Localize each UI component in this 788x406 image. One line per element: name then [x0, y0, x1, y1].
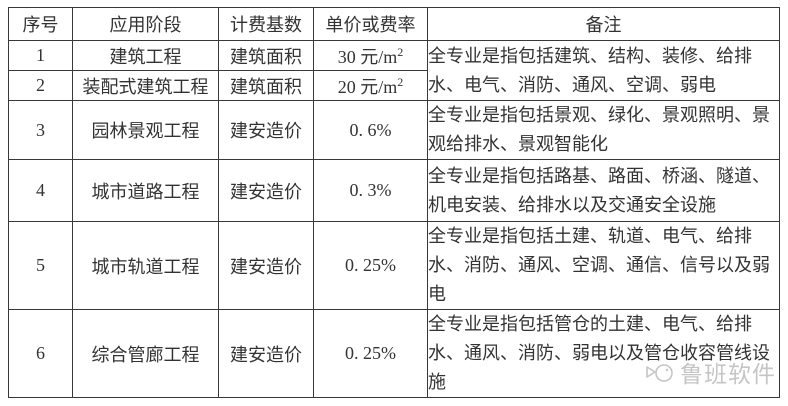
table-row: 6 综合管廊工程 建安造价 0. 25% 全专业是指包括管仓的土建、电气、给排水… [8, 309, 780, 398]
rate-cell: 0. 3% [313, 159, 428, 222]
remark-cell-merged: 全专业是指包括建筑、结构、装修、给排水、电气、消防、通风、空调、弱电 [427, 40, 780, 101]
base-cell: 建安造价 [218, 221, 314, 310]
table-header-row: 序号 应用阶段 计费基数 单价或费率 备注 [8, 7, 780, 41]
rate-cell: 0. 25% [313, 221, 428, 310]
serial-cell: 5 [8, 221, 73, 310]
rate-value: 20 元/m [337, 76, 398, 97]
remark-cell: 全专业是指包括管仓的土建、电气、给排水、通风、消防、弱电以及管仓收容管线设施 [427, 309, 780, 398]
rate-superscript: 2 [397, 44, 404, 59]
remark-cell: 全专业是指包括土建、轨道、电气、给排水、消防、通风、空调、通信、信号以及弱电 [427, 221, 780, 310]
serial-cell: 6 [8, 309, 73, 398]
header-base: 计费基数 [218, 7, 314, 41]
serial-cell: 2 [8, 70, 73, 101]
stage-cell: 装配式建筑工程 [72, 70, 219, 101]
serial-cell: 3 [8, 100, 73, 160]
header-rate: 单价或费率 [313, 7, 428, 41]
remark-cell: 全专业是指包括景观、绿化、景观照明、景观给排水、景观智能化 [427, 100, 780, 160]
rate-cell: 0. 25% [313, 309, 428, 398]
base-cell: 建筑面积 [218, 40, 314, 71]
base-cell: 建筑面积 [218, 70, 314, 101]
table-row: 5 城市轨道工程 建安造价 0. 25% 全专业是指包括土建、轨道、电气、给排水… [8, 221, 780, 310]
table-row: 3 园林景观工程 建安造价 0. 6% 全专业是指包括景观、绿化、景观照明、景观… [8, 100, 780, 160]
rate-value: 30 元/m [337, 46, 398, 67]
serial-cell: 4 [8, 159, 73, 222]
table-row: 4 城市道路工程 建安造价 0. 3% 全专业是指包括路基、路面、桥涵、隧道、机… [8, 159, 780, 222]
stage-cell: 园林景观工程 [72, 100, 219, 160]
base-cell: 建安造价 [218, 309, 314, 398]
rate-cell: 0. 6% [313, 100, 428, 160]
base-cell: 建安造价 [218, 159, 314, 222]
rate-cell: 30 元/m2 [313, 40, 428, 71]
stage-cell: 建筑工程 [72, 40, 219, 71]
base-cell: 建安造价 [218, 100, 314, 160]
stage-cell: 城市轨道工程 [72, 221, 219, 310]
stage-cell: 综合管廊工程 [72, 309, 219, 398]
header-remark: 备注 [427, 7, 780, 41]
remark-cell: 全专业是指包括路基、路面、桥涵、隧道、机电安装、给排水以及交通安全设施 [427, 159, 780, 222]
rate-superscript: 2 [397, 74, 404, 89]
stage-cell: 城市道路工程 [72, 159, 219, 222]
table-row: 1 建筑工程 建筑面积 30 元/m2 全专业是指包括建筑、结构、装修、给排水、… [8, 40, 780, 101]
serial-cell: 1 [8, 40, 73, 71]
header-stage: 应用阶段 [72, 7, 219, 41]
header-serial: 序号 [8, 7, 73, 41]
rate-cell: 20 元/m2 [313, 70, 428, 101]
fee-rate-table: 序号 应用阶段 计费基数 单价或费率 备注 1 建筑工程 建筑面积 30 元/m… [8, 7, 780, 398]
